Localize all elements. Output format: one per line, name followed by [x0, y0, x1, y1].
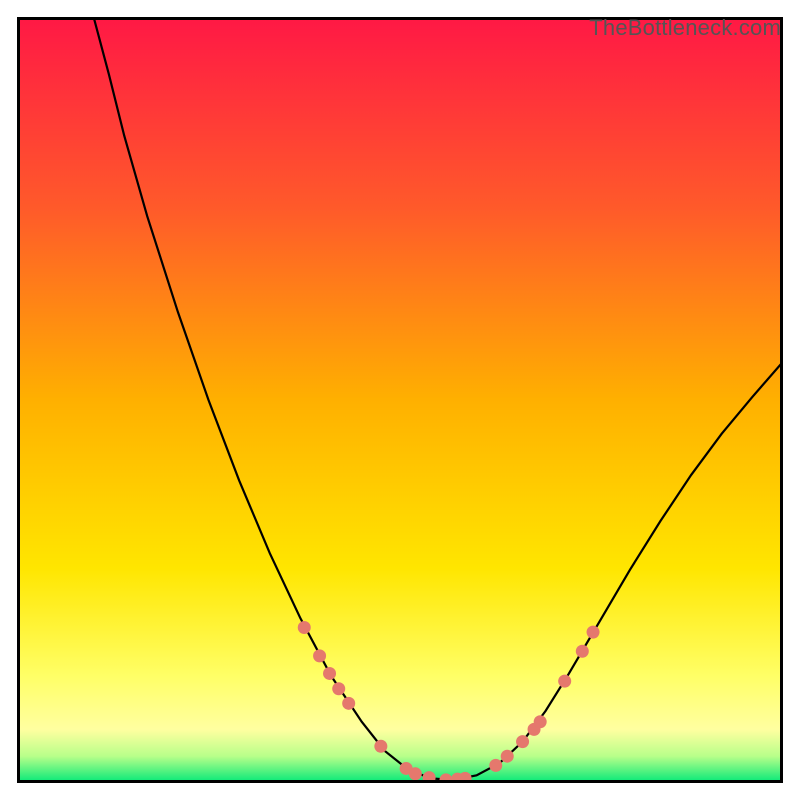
marker-point	[409, 767, 422, 780]
marker-point	[323, 667, 336, 680]
marker-point	[439, 773, 452, 783]
chart-frame: TheBottleneck.com	[0, 0, 800, 800]
marker-point	[489, 759, 502, 772]
marker-point	[516, 735, 529, 748]
bottleneck-curve	[94, 17, 783, 780]
plot-area: TheBottleneck.com	[17, 17, 783, 783]
marker-point	[501, 750, 514, 763]
marker-point	[423, 771, 436, 783]
marker-point	[313, 649, 326, 662]
marker-point	[576, 645, 589, 658]
marker-point	[298, 621, 311, 634]
marker-point	[534, 715, 547, 728]
marker-point	[374, 740, 387, 753]
marker-point	[332, 682, 345, 695]
marker-point	[587, 626, 600, 639]
watermark-label: TheBottleneck.com	[589, 15, 781, 41]
marker-point	[342, 697, 355, 710]
marker-point	[558, 675, 571, 688]
marker-group	[298, 621, 600, 783]
chart-overlay	[17, 17, 783, 783]
